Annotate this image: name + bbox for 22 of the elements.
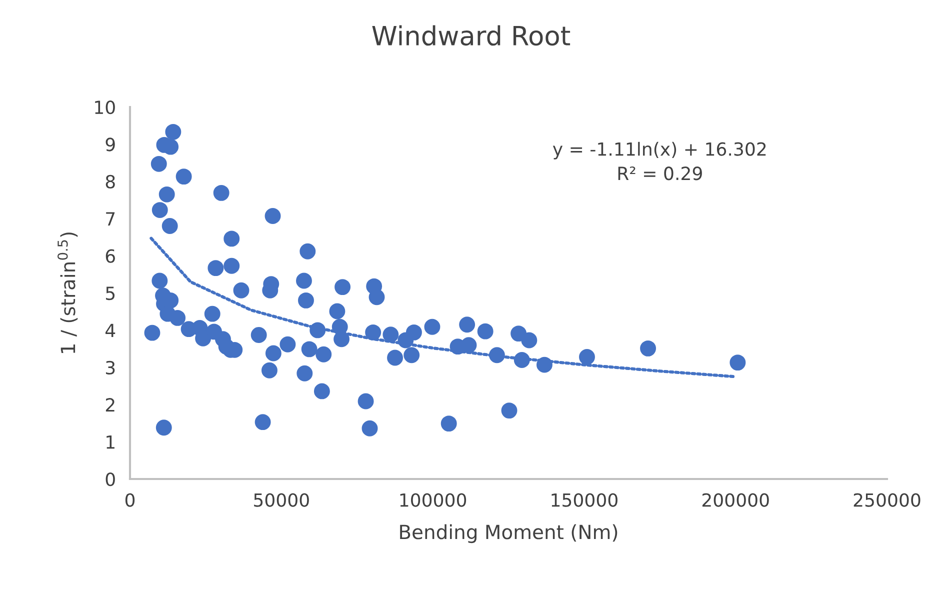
x-tick-label: 200000 (702, 493, 769, 507)
y-tick-label: 3 (106, 360, 115, 375)
y-tick-label: 7 (106, 212, 115, 226)
y-tick-label: 5 (106, 286, 115, 300)
x-tick-label: 100000 (400, 493, 466, 507)
x-axis-title: Bending Moment (Nm) (400, 524, 618, 544)
x-tick-label: 50000 (254, 493, 309, 507)
y-axis-title: 1 / (strain$^{0.5}$) (58, 232, 78, 353)
y-tick-label: 6 (106, 249, 115, 263)
x-tick-label: 150000 (552, 493, 618, 507)
y-tick-label: 8 (106, 174, 115, 189)
y-tick-label: 10 (95, 100, 115, 114)
y-tick-label: 2 (106, 398, 114, 412)
line-series (150, 236, 738, 378)
annotation: y = -1.11ln(x) + 16.302 R² = 0.29 (552, 142, 766, 180)
chart-title: Windward Root (372, 25, 570, 46)
x-tick-label: 0 (125, 493, 135, 507)
y-tick-label: 4 (106, 324, 116, 338)
x-tick-label: 250000 (854, 493, 920, 507)
y-tick-label: 9 (106, 138, 115, 152)
y-tick-label: 1 (106, 435, 114, 449)
y-tick-label: 0 (106, 472, 115, 486)
